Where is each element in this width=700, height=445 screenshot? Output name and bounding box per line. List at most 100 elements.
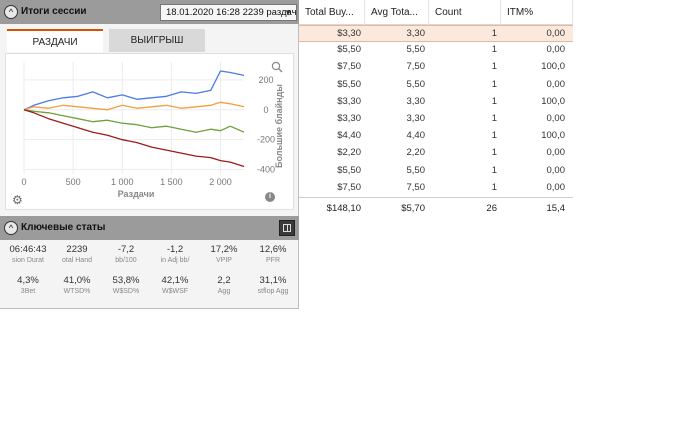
y-tick-label: 0: [263, 105, 268, 115]
stat-label: sion Durat: [12, 257, 44, 264]
stat-item: -7,2 bb/100: [101, 244, 151, 266]
stat-label: W$WSF: [161, 288, 189, 295]
chart-area: 0 500 1 000 1 500 2 000 200 0 -200 -400 Раздачи …: [5, 53, 294, 210]
collapse-chevron-icon[interactable]: ^: [4, 221, 18, 235]
collapse-chevron-icon[interactable]: ^: [4, 5, 18, 19]
table-row[interactable]: $3,30 3,30 1 100,0: [299, 94, 573, 111]
cell-count: 1: [491, 130, 497, 142]
table-row[interactable]: $7,50 7,50 1 0,00: [299, 180, 573, 197]
results-table: Total Buy... Avg Tota... Count ITM% $3,3…: [299, 0, 573, 222]
session-summary-header: ^ Итоги сессии 18.01.2020 16:28 2239 раз…: [0, 0, 299, 24]
cell-count: 1: [491, 28, 497, 39]
table-row[interactable]: $7,50 7,50 1 100,0: [299, 59, 573, 76]
x-tick-label: 1 500: [160, 177, 183, 187]
cell-avg-total: 2,20: [406, 147, 426, 159]
stat-item: 17,2% VPIP: [199, 244, 249, 266]
cell-avg-total: 5,50: [406, 78, 426, 90]
column-header-count[interactable]: Count: [429, 0, 501, 25]
stat-label: VPIP: [216, 257, 232, 264]
cell-itm: 0,00: [546, 44, 566, 56]
layout-icon[interactable]: [279, 220, 295, 236]
cell-itm: 0,00: [546, 78, 566, 90]
session-summary-title: Итоги сессии: [21, 6, 87, 17]
table-row[interactable]: $3,30 3,30 1 0,00: [299, 111, 573, 128]
cell-count: 1: [491, 147, 497, 159]
column-header-avg-total[interactable]: Avg Tota...: [365, 0, 429, 25]
cell-itm: 100,0: [541, 130, 565, 142]
stat-item: 41,0% WTSD%: [52, 275, 102, 297]
table-header: Total Buy... Avg Tota... Count ITM%: [299, 0, 573, 25]
x-tick-label: 2 000: [209, 177, 232, 187]
stat-label: in Adj bb/: [160, 257, 190, 264]
cell-total-buyin: $3,30: [337, 113, 361, 124]
stat-value: -7,2: [117, 244, 135, 255]
stat-item: 4,3% 3Bet: [3, 275, 53, 297]
table-footer: $148,10 $5,70 26 15,4: [299, 197, 573, 219]
cell-itm: 0,00: [546, 181, 566, 193]
tab-winnings[interactable]: ВЫИГРЫШ: [109, 29, 205, 52]
stat-label: Agg: [217, 288, 231, 295]
chart-tabs: РАЗДАЧИ ВЫИГРЫШ: [7, 29, 297, 53]
y-tick-label: 200: [258, 75, 273, 85]
key-stats-grid: 06:46:43 sion Durat 2239 otal Hand -7,2 bb/10…: [0, 244, 299, 308]
x-tick-label: 500: [66, 177, 81, 187]
stat-label: WTSD%: [63, 288, 91, 295]
stat-item: 53,8% W$SD%: [101, 275, 151, 297]
table-row[interactable]: $3,30 3,30 1 0,00: [299, 25, 573, 42]
table-row[interactable]: $5,50 5,50 1 0,00: [299, 163, 573, 180]
stat-value: 2239: [66, 244, 88, 255]
series-line-2: [23, 109, 245, 133]
cell-avg-total: 5,50: [406, 164, 426, 176]
column-header-total-buyin[interactable]: Total Buy...: [299, 0, 365, 25]
y-tick-label: -400: [257, 165, 275, 175]
footer-itm: 15,4: [546, 203, 566, 214]
cell-count: 1: [491, 61, 497, 73]
cell-avg-total: 3,30: [406, 28, 426, 39]
stat-value: 31,1%: [259, 275, 287, 286]
cell-avg-total: 7,50: [406, 181, 426, 193]
table-row[interactable]: $2,20 2,20 1 0,00: [299, 145, 573, 162]
chevron-down-icon: ▼: [284, 8, 292, 17]
table-row[interactable]: $5,50 5,50 1 0,00: [299, 42, 573, 59]
info-icon[interactable]: i: [265, 192, 275, 202]
stat-value: 06:46:43: [9, 244, 47, 255]
cell-total-buyin: $3,30: [337, 28, 361, 39]
magnifier-icon[interactable]: [271, 61, 283, 73]
stat-item: -1,2 in Adj bb/: [150, 244, 200, 266]
cell-avg-total: 5,50: [406, 44, 426, 56]
session-summary-panel: ^ Итоги сессии 18.01.2020 16:28 2239 раз…: [0, 0, 299, 309]
cell-count: 1: [491, 44, 497, 56]
y-tick-label: -200: [257, 135, 275, 145]
stat-item: 2,2 Agg: [199, 275, 249, 297]
x-axis-label: Раздачи: [118, 189, 155, 199]
tab-hands[interactable]: РАЗДАЧИ: [7, 29, 103, 52]
stat-label: stflop Agg: [257, 288, 289, 295]
session-select[interactable]: 18.01.2020 16:28 2239 раздач) ▼: [160, 4, 297, 21]
table-row[interactable]: $5,50 5,50 1 0,00: [299, 77, 573, 94]
session-select-value: 18.01.2020 16:28 2239 раздач): [166, 7, 297, 18]
footer-count: 26: [486, 203, 497, 214]
stat-value: 4,3%: [17, 275, 39, 286]
cell-itm: 0,00: [546, 28, 566, 39]
table-row[interactable]: $4,40 4,40 1 100,0: [299, 128, 573, 145]
series-line-3: [23, 109, 245, 168]
stat-item: 31,1% stflop Agg: [248, 275, 298, 297]
cell-itm: 0,00: [546, 147, 566, 159]
cell-total-buyin: $7,50: [337, 181, 361, 193]
stat-value: 53,8%: [112, 275, 140, 286]
series-line-1: [23, 101, 245, 111]
stat-label: otal Hand: [62, 257, 92, 264]
column-header-itm[interactable]: ITM%: [501, 0, 573, 25]
gear-icon[interactable]: ⚙: [12, 193, 23, 207]
cell-itm: 0,00: [546, 113, 566, 124]
y-axis-label: Большие блайнды: [274, 84, 284, 168]
footer-total-buyin: $148,10: [326, 203, 361, 214]
x-tick-label: 1 000: [111, 177, 134, 187]
cell-avg-total: 4,40: [406, 130, 426, 142]
cell-avg-total: 3,30: [406, 95, 426, 107]
cell-count: 1: [491, 181, 497, 193]
stat-value: 12,6%: [259, 244, 287, 255]
stat-value: 2,2: [217, 275, 231, 286]
cell-avg-total: 3,30: [406, 113, 426, 124]
